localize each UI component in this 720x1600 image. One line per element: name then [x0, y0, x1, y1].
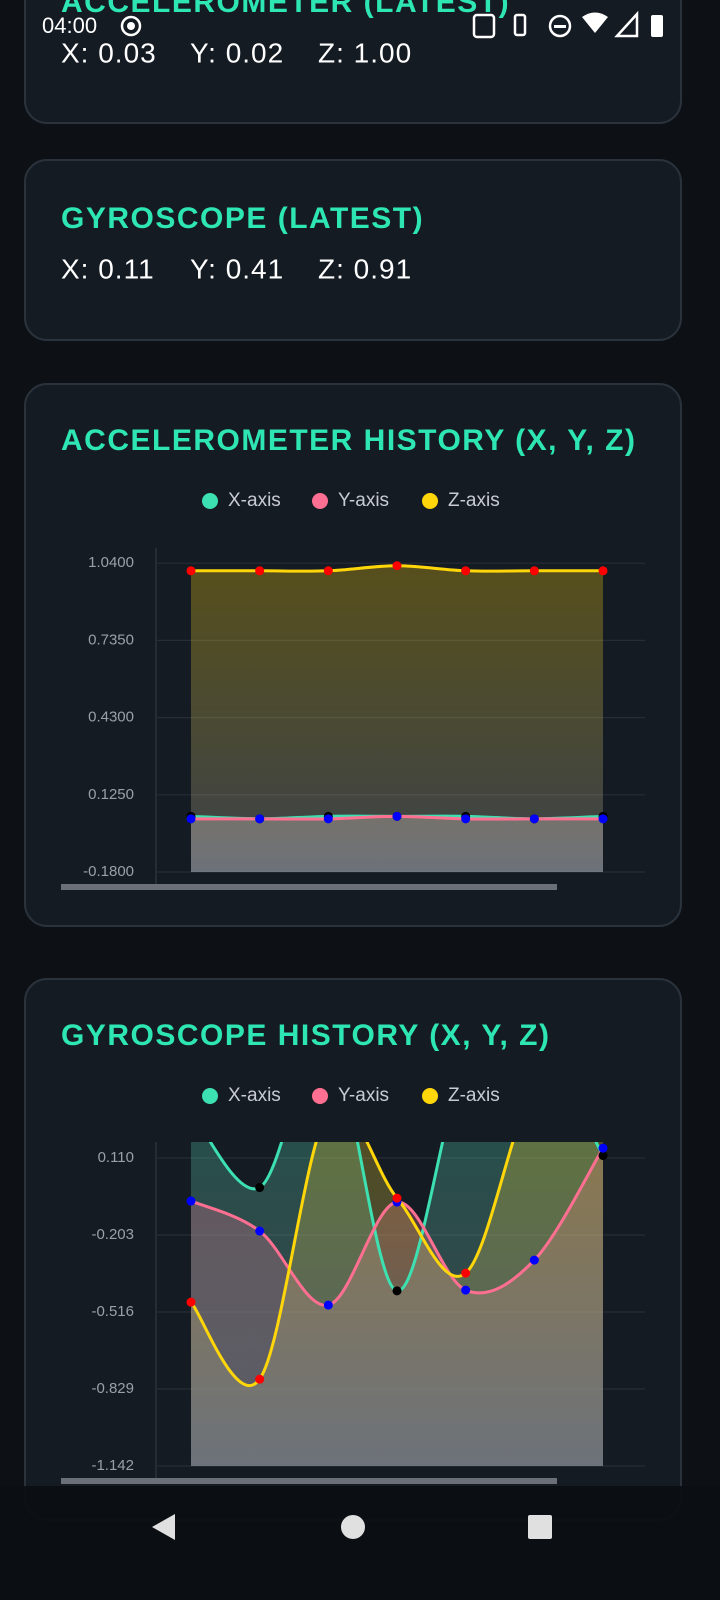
status-time: 04:00: [42, 13, 97, 38]
legend-swatch: [422, 493, 438, 509]
data-point: [529, 1255, 539, 1265]
data-point: [255, 1183, 265, 1193]
reading: Y: 0.41: [190, 253, 284, 284]
legend-swatch: [312, 1088, 328, 1104]
card-title: ACCELEROMETER (LATEST): [61, 0, 510, 19]
data-point: [392, 1286, 402, 1296]
data-point: [186, 1297, 196, 1307]
chart: 1.0400 0.7350 0.4300 0.1250 -0.1800 X-axis Y-a…: [83, 490, 645, 905]
nav-bar: [0, 1486, 720, 1600]
data-point: [461, 814, 471, 824]
data-point: [598, 1143, 608, 1153]
card: [24, 0, 682, 124]
charts: 1.0400 0.7350 0.4300 0.1250 -0.1800 X-axis Y-a…: [83, 490, 645, 1499]
y-tick-label: -0.516: [91, 1303, 134, 1320]
card: [24, 159, 682, 341]
data-point: [186, 566, 196, 576]
reading: Y: 0.02: [190, 37, 284, 68]
legend-swatch: [202, 493, 218, 509]
data-point: [255, 814, 265, 824]
y-tick-label: 1.0400: [88, 554, 134, 571]
data-point: [529, 814, 539, 824]
legend-swatch: [202, 1088, 218, 1104]
plot-area: 78910111213: [186, 561, 612, 905]
data-point: [598, 1151, 608, 1161]
area: [191, 565, 603, 872]
y-tick-label: 0.7350: [88, 631, 134, 648]
legend-swatch: [422, 1088, 438, 1104]
reading: X: 0.11: [61, 253, 155, 284]
data-point: [392, 1193, 402, 1203]
reading: X: 0.03: [61, 37, 157, 68]
chart-title: ACCELEROMETER HISTORY (X, Y, Z): [61, 424, 636, 457]
reading: Z: 1.00: [318, 37, 412, 68]
x-tick-label: 13: [595, 888, 612, 905]
data-point: [186, 814, 196, 824]
data-point: [461, 1268, 471, 1278]
data-point: [323, 814, 333, 824]
area: [191, 1142, 603, 1466]
x-tick-label: 13: [595, 1482, 612, 1499]
data-point: [255, 1374, 265, 1384]
data-point: [392, 811, 402, 821]
data-point: [598, 566, 608, 576]
recents-button[interactable]: [528, 1515, 552, 1539]
data-point: [461, 1285, 471, 1295]
reading: Z: 0.91: [318, 253, 412, 284]
legend-label: X-axis: [228, 490, 281, 511]
chart-title: GYROSCOPE HISTORY (X, Y, Z): [61, 1019, 551, 1052]
home-button[interactable]: [341, 1515, 365, 1539]
y-tick-label: -0.1800: [83, 863, 134, 880]
data-point: [255, 566, 265, 576]
data-point: [323, 566, 333, 576]
data-point: [186, 1196, 196, 1206]
legend-label: Y-axis: [338, 490, 389, 511]
y-tick-label: 0.4300: [88, 709, 134, 726]
status-icons: [120, 10, 663, 39]
legend-label: Z-axis: [448, 1085, 500, 1106]
back-button[interactable]: [152, 1514, 175, 1540]
y-tick-label: -1.142: [91, 1457, 134, 1474]
line: [208, 1142, 605, 1293]
scrollbar: [61, 884, 557, 890]
data-point: [392, 561, 402, 571]
y-tick-label: -0.829: [91, 1380, 134, 1397]
legend-label: X-axis: [228, 1085, 281, 1106]
legend-label: Y-axis: [338, 1085, 389, 1106]
y-tick-label: 0.110: [98, 1149, 134, 1166]
y-tick-label: -0.203: [91, 1226, 134, 1243]
data-point: [529, 566, 539, 576]
legend-label: Z-axis: [448, 490, 500, 511]
data-point: [598, 814, 608, 824]
data-point: [255, 1226, 265, 1236]
legend-swatch: [312, 493, 328, 509]
scrollbar: [61, 1478, 557, 1484]
data-point: [461, 566, 471, 576]
data-point: [323, 1300, 333, 1310]
card-title: GYROSCOPE (LATEST): [61, 202, 424, 235]
plot-area: 78910111213: [186, 1142, 612, 1499]
chart: 0.110 -0.203 -0.516 -0.829 -1.142 X-axis Y-axi…: [91, 1085, 645, 1499]
y-tick-label: 0.1250: [88, 786, 134, 803]
